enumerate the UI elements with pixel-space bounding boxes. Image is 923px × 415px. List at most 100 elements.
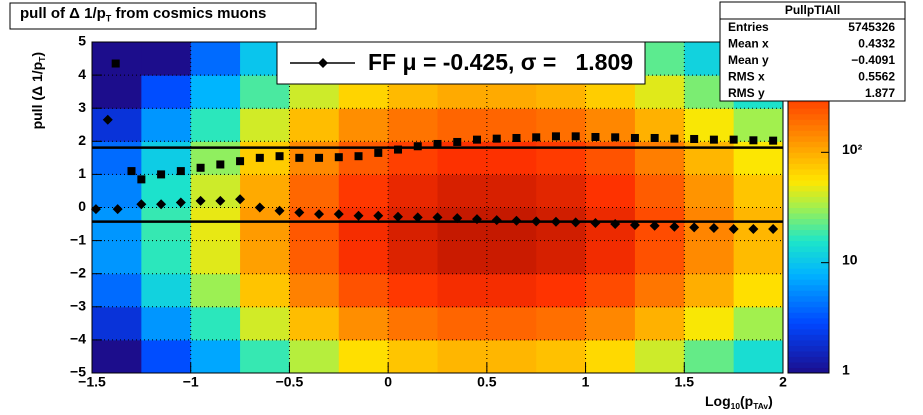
heatmap-cell: [190, 75, 241, 109]
square-marker: [670, 134, 679, 143]
heatmap-cell: [338, 174, 389, 208]
diamond-marker: [629, 220, 640, 231]
heatmap-cell: [190, 240, 241, 275]
heatmap-cell: [240, 108, 290, 142]
heatmap-cell: [634, 273, 685, 308]
heatmap-cell: [634, 240, 685, 275]
colorbar-step: [788, 334, 829, 341]
z-tick-label: 10: [842, 251, 858, 267]
diamond-marker: [708, 223, 719, 234]
heatmap-cell: [486, 273, 537, 308]
heatmap-cell: [733, 141, 784, 175]
square-marker: [453, 137, 462, 146]
square-marker: [413, 142, 422, 151]
colorbar-step: [788, 257, 829, 264]
chart-title: pull of Δ 1/pT from cosmics muons: [20, 5, 266, 24]
heatmap-cell: [585, 141, 636, 175]
heatmap-cell: [536, 240, 587, 275]
colorbar-step: [788, 367, 829, 374]
square-marker: [216, 160, 225, 169]
heatmap-cell: [388, 207, 438, 242]
heatmap-cell: [585, 339, 636, 374]
heatmap-cell: [141, 75, 192, 109]
diamond-marker: [373, 210, 384, 221]
diamond-marker: [748, 224, 759, 235]
diamond-marker: [314, 209, 325, 220]
colorbar-step: [788, 174, 829, 181]
y-tick-label: −4: [70, 331, 86, 347]
diamond-marker: [491, 215, 502, 226]
diamond-marker: [333, 209, 344, 220]
diamond-marker: [274, 205, 285, 216]
heatmap-cell: [289, 339, 340, 374]
stats-title: PullpTIAll: [785, 3, 840, 17]
colorbar-step: [788, 108, 829, 115]
heatmap-cell: [92, 174, 142, 208]
diamond-marker: [254, 202, 265, 213]
square-marker: [591, 132, 600, 141]
heatmap-cell: [141, 207, 192, 242]
colorbar-step: [788, 213, 829, 220]
colorbar-step: [788, 229, 829, 236]
diamond-marker: [175, 197, 186, 208]
y-tick-label: 2: [78, 132, 86, 148]
heatmap-cell: [141, 240, 192, 275]
heatmap-cell: [733, 207, 784, 242]
chart-title-part: T: [106, 14, 112, 24]
y-tick-label: 1: [78, 165, 86, 181]
stats-label: Mean y: [728, 53, 769, 67]
heatmap-cell: [684, 339, 735, 374]
diamond-marker: [136, 199, 147, 210]
square-marker: [690, 134, 699, 143]
heatmap-cell: [92, 240, 142, 275]
colorbar-step: [788, 179, 829, 186]
stats-value: 0.4332: [858, 37, 895, 51]
heatmap-cell: [437, 141, 488, 175]
heatmap-cell: [437, 306, 488, 341]
colorbar-step: [788, 119, 829, 126]
square-marker: [749, 136, 758, 145]
colorbar-step: [788, 240, 829, 247]
colorbar-step: [788, 323, 829, 330]
diamond-marker: [294, 207, 305, 218]
z-tick-label: 1: [842, 362, 850, 378]
diamond-marker: [90, 204, 101, 215]
square-marker: [176, 167, 185, 176]
x-axis-label: Log10(pTAv): [705, 393, 773, 411]
square-marker: [571, 132, 580, 141]
heatmap-cell: [388, 306, 438, 341]
diamond-marker: [550, 216, 561, 227]
square-marker: [729, 135, 738, 144]
heatmap-cell: [289, 273, 340, 308]
heatmap-cell: [190, 339, 241, 374]
heatmap-cell: [634, 141, 685, 175]
heatmap-cell: [486, 207, 537, 242]
heatmap-cell: [684, 141, 735, 175]
diamond-marker: [689, 222, 700, 233]
diamond-marker: [669, 221, 680, 232]
colorbar-step: [788, 135, 829, 142]
stats-value: 0.5562: [858, 70, 895, 84]
heatmap-cell: [190, 207, 241, 242]
x-tick-label: −1.5: [78, 374, 106, 390]
square-marker: [394, 145, 403, 154]
y-tick-label: 3: [78, 99, 86, 115]
square-marker: [492, 134, 501, 143]
heatmap-cell: [240, 174, 290, 208]
heatmap-cell: [684, 273, 735, 308]
colorbar-step: [788, 190, 829, 197]
diamond-marker: [452, 213, 463, 224]
x-tick-label: −1: [183, 374, 199, 390]
x-tick-label: 2: [779, 374, 787, 390]
colorbar-step: [788, 328, 829, 335]
heatmap-cell: [585, 240, 636, 275]
heatmap-cell: [486, 141, 537, 175]
heatmap-cell: [634, 207, 685, 242]
heatmap-cell: [388, 174, 438, 208]
heatmap-cell: [733, 339, 784, 374]
heatmap-cell: [634, 306, 685, 341]
heatmap-cell: [141, 108, 192, 142]
colorbar-step: [788, 124, 829, 131]
title-box: [9, 2, 317, 30]
diamond-marker: [195, 195, 206, 206]
